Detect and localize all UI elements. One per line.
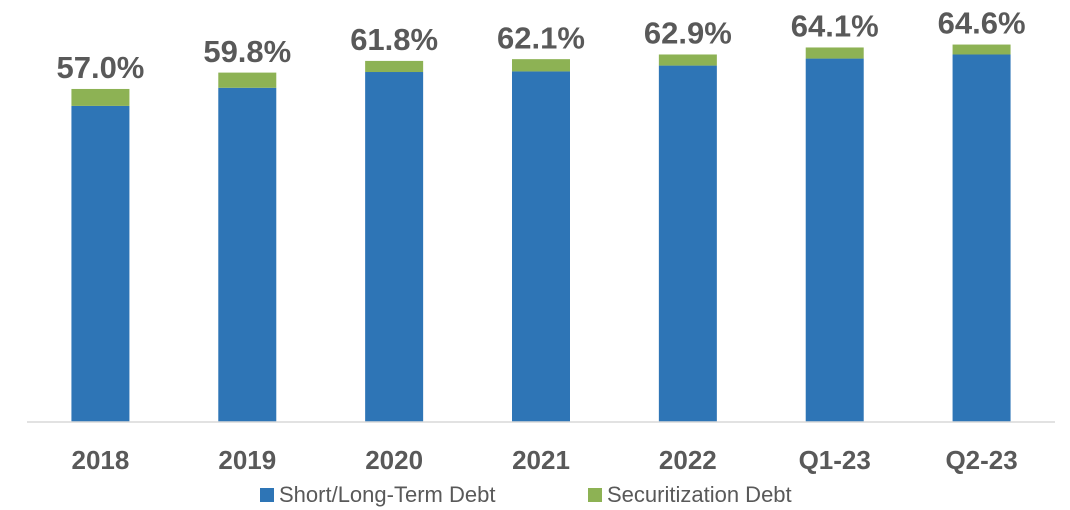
total-label: 62.9% <box>644 16 732 51</box>
bar-segment <box>365 60 424 73</box>
legend-label: Securitization Debt <box>607 482 792 507</box>
legend-label: Short/Long-Term Debt <box>279 482 495 507</box>
legend-swatch <box>588 488 602 502</box>
bar-segment <box>805 47 864 59</box>
bar-segment <box>365 72 424 423</box>
bar-segment <box>952 54 1011 423</box>
bar-segment <box>658 65 717 422</box>
total-label: 64.1% <box>791 9 879 44</box>
total-label: 57.0% <box>56 50 144 85</box>
legend-swatch <box>260 488 274 502</box>
x-tick-label: 2021 <box>512 445 570 475</box>
x-tick-label: 2020 <box>365 445 423 475</box>
x-tick-label: Q2-23 <box>945 445 1017 475</box>
x-tick-label: 2019 <box>218 445 276 475</box>
bar-segment <box>805 58 864 423</box>
bar-segment <box>218 72 277 88</box>
total-label: 61.8% <box>350 22 438 57</box>
bar-segment <box>71 88 130 106</box>
total-label: 64.6% <box>938 6 1026 41</box>
bar-segment <box>658 54 717 66</box>
bar-segment <box>952 44 1011 55</box>
x-tick-label: 2022 <box>659 445 717 475</box>
x-tick-label: Q1-23 <box>799 445 871 475</box>
total-label: 62.1% <box>497 20 585 55</box>
bar-segment <box>71 105 130 422</box>
total-label: 59.8% <box>203 34 291 69</box>
bar-segment <box>218 87 277 422</box>
bar-segment <box>512 71 570 422</box>
x-tick-label: 2018 <box>72 445 130 475</box>
bar-segment <box>512 59 570 72</box>
